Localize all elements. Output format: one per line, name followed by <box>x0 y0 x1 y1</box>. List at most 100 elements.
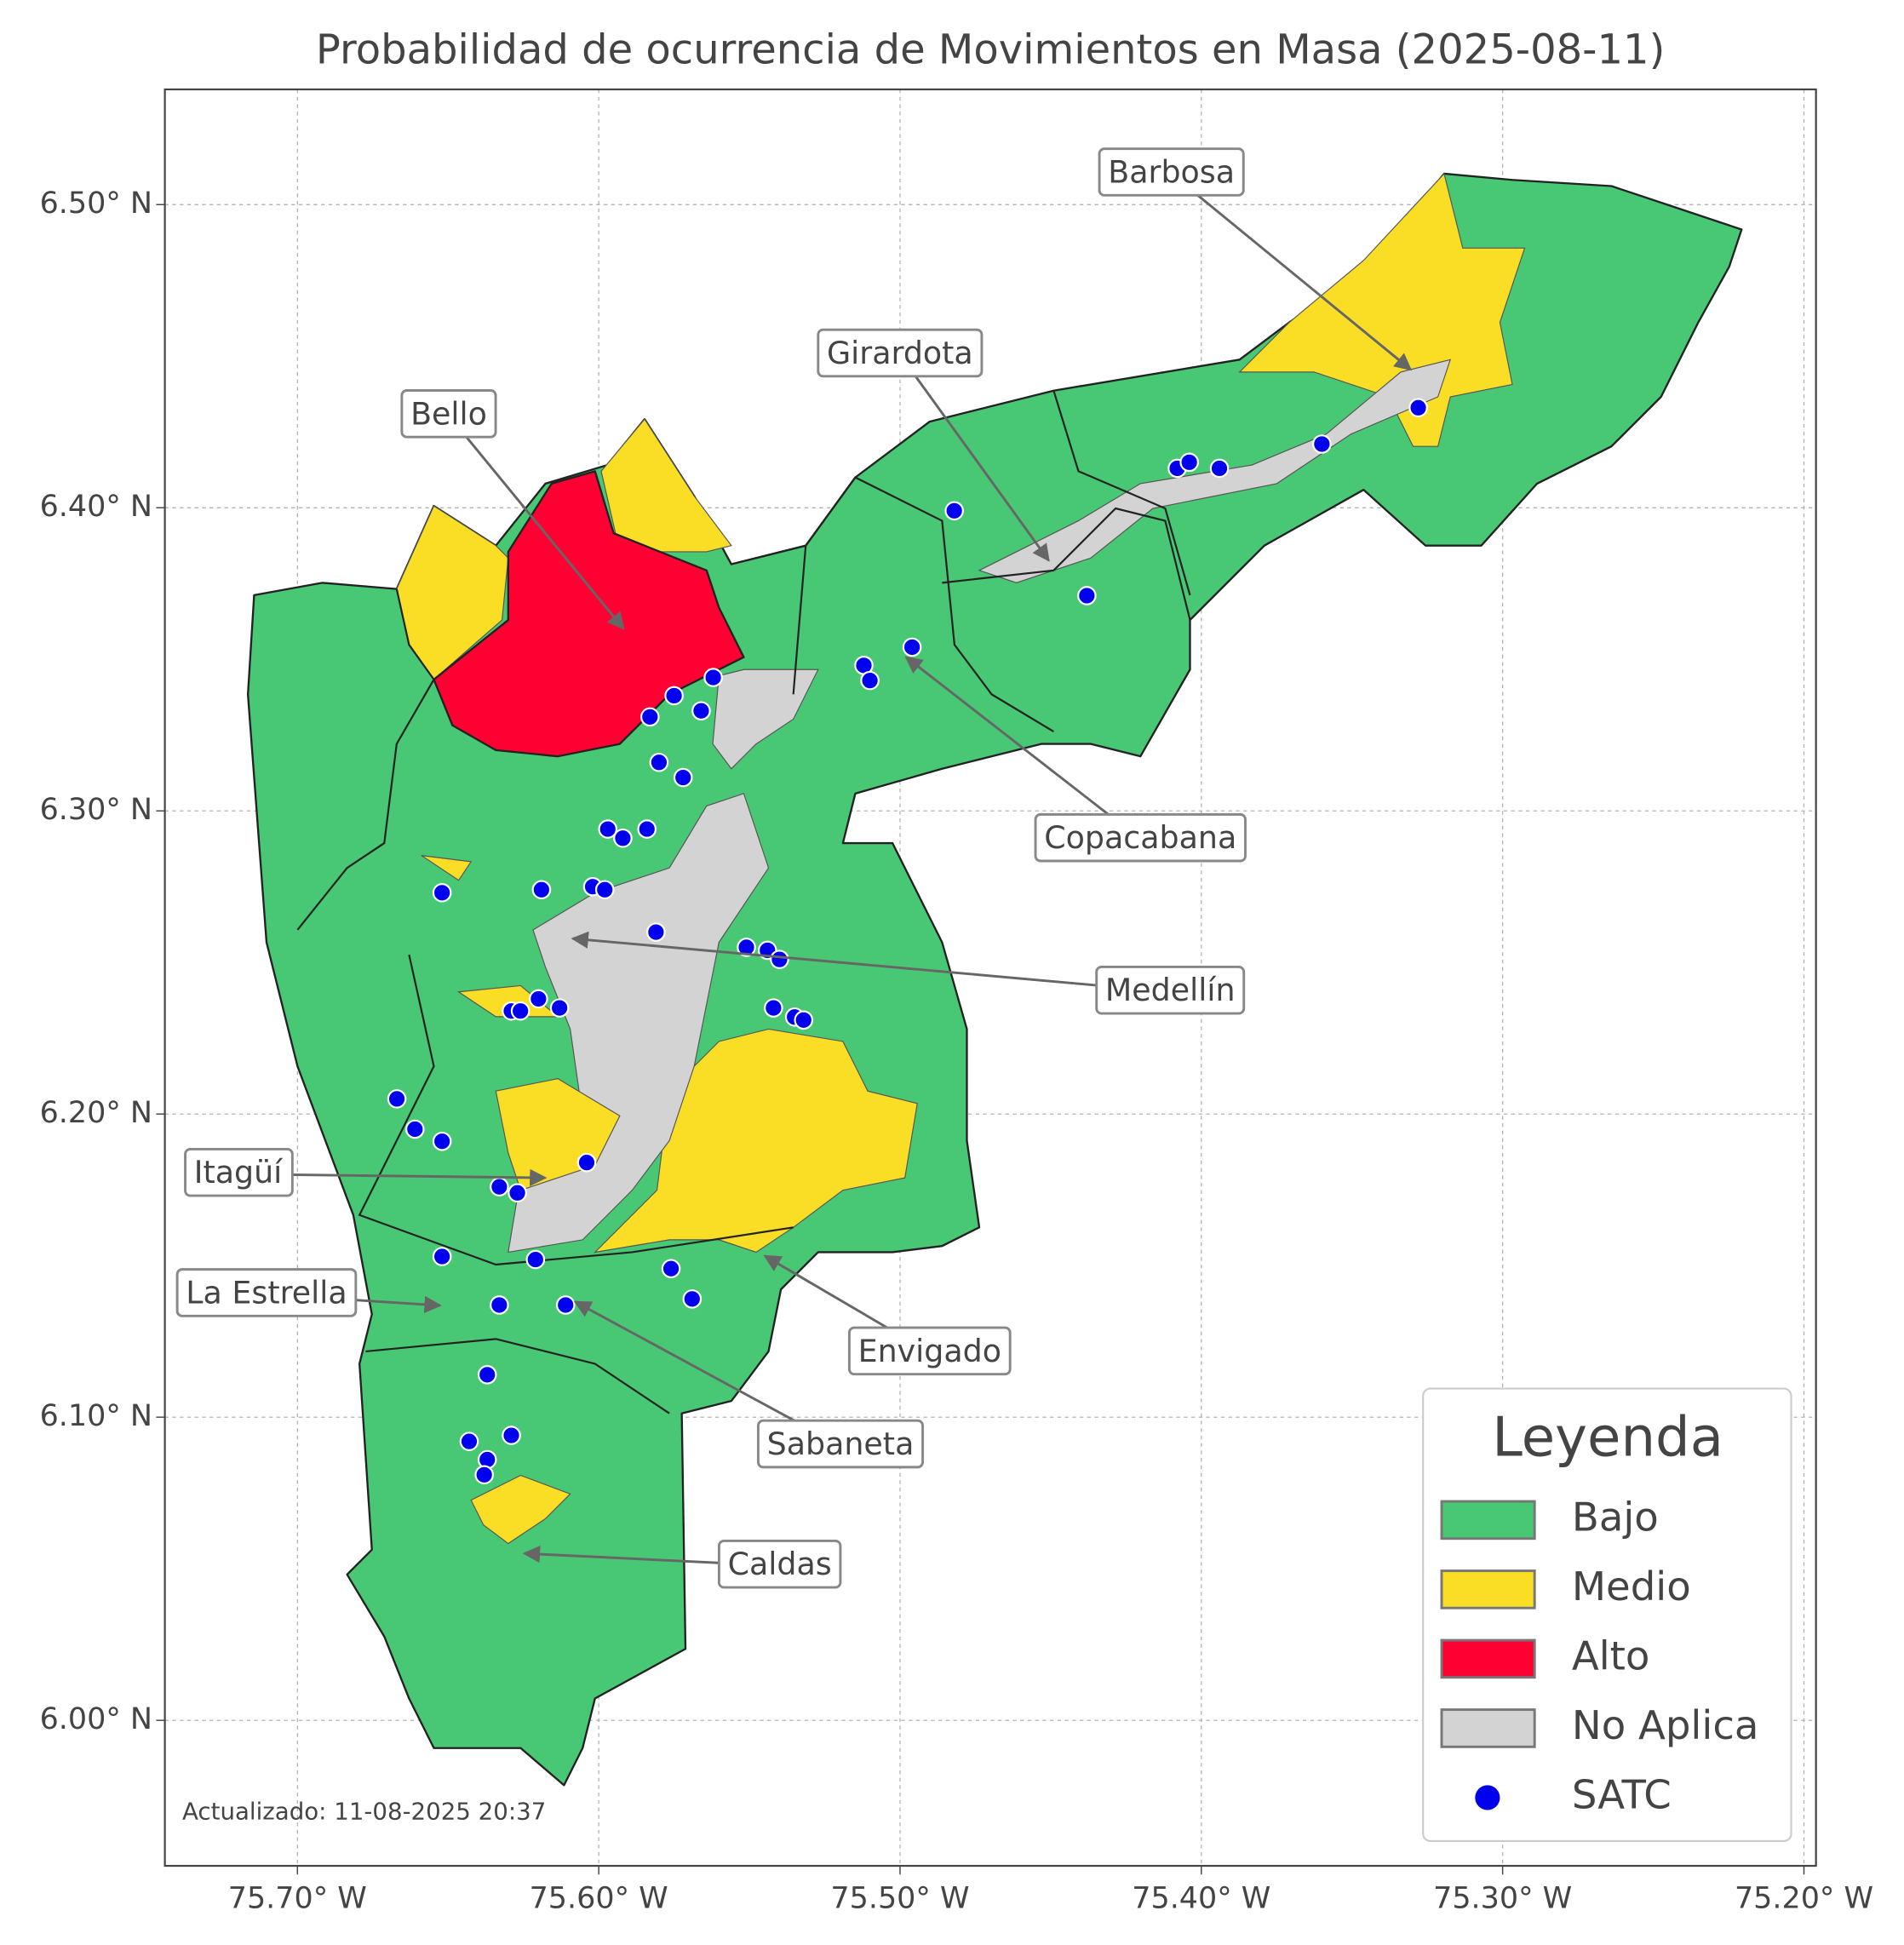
municipal-boundary <box>365 1338 670 1414</box>
annotation-box <box>717 1539 842 1589</box>
satc-station <box>387 1089 407 1109</box>
region-medio <box>600 418 732 553</box>
satc-station <box>405 1119 425 1139</box>
satc-station <box>640 707 660 727</box>
annotation-arrow <box>898 353 1050 562</box>
plot-frame <box>163 88 1817 1868</box>
satc-station <box>1179 452 1199 473</box>
map-title: Probabilidad de ocurrencia de Movimiento… <box>316 26 1665 73</box>
annotation-box <box>817 328 984 378</box>
x-tick-label: 75.60° W <box>530 1881 668 1915</box>
legend-title: Leyenda <box>1492 1406 1723 1469</box>
annotation-label: Sabaneta <box>767 1426 915 1462</box>
satc-station <box>502 1426 521 1445</box>
annotation-box <box>175 1268 358 1317</box>
annotation-label: Bello <box>410 395 487 432</box>
satc-station <box>1077 586 1097 605</box>
legend-swatch <box>1440 1569 1536 1609</box>
satc-station <box>637 819 657 839</box>
satc-station <box>737 938 756 957</box>
legend-swatch <box>1440 1638 1536 1679</box>
satc-station <box>576 1152 597 1173</box>
legend-marker <box>1475 1785 1500 1810</box>
region-alto <box>433 470 745 758</box>
satc-station <box>459 1431 479 1451</box>
x-tick-label: 75.20° W <box>1735 1881 1873 1915</box>
satc-station <box>1408 398 1428 418</box>
legend-swatch <box>1440 1500 1536 1541</box>
region-medio <box>421 855 473 881</box>
annotation-box <box>847 1326 1012 1376</box>
x-tick-label: 75.70° W <box>228 1881 367 1915</box>
municipal-boundary <box>358 954 794 1266</box>
annotation-label: Caldas <box>728 1546 832 1582</box>
municipal-boundary <box>296 588 435 931</box>
satc-station <box>673 767 693 788</box>
y-tick-label: 6.30° N <box>40 793 152 827</box>
annotation-box <box>184 1147 294 1197</box>
annotation-label: Itagüí <box>194 1154 284 1191</box>
satc-station <box>1312 434 1332 454</box>
satc-station <box>508 1183 527 1203</box>
municipal-boundary <box>792 476 1054 732</box>
satc-station <box>529 989 548 1009</box>
y-tick-label: 6.50° N <box>40 186 152 221</box>
x-tick-label: 75.50° W <box>830 1881 969 1915</box>
x-tick-label: 75.40° W <box>1132 1881 1270 1915</box>
satc-station <box>549 998 570 1018</box>
satc-station <box>764 998 783 1018</box>
satc-station <box>613 828 633 848</box>
satc-station <box>649 752 669 772</box>
region-medio <box>470 1474 571 1545</box>
annotation-label: Copacabana <box>1044 819 1236 856</box>
satc-station <box>432 883 452 903</box>
satc-station <box>510 1001 530 1021</box>
satc-station <box>664 686 684 706</box>
annotation-arrow <box>904 656 1142 841</box>
annotation-label: Medellín <box>1105 972 1236 1008</box>
annotation-label: Barbosa <box>1108 153 1235 190</box>
satc-station <box>474 1465 494 1485</box>
annotation-arrow <box>447 414 625 630</box>
satc-station <box>531 880 552 900</box>
annotation-label: Girardota <box>827 335 973 371</box>
y-tick-label: 6.40° N <box>40 490 152 524</box>
satc-station <box>432 1131 452 1151</box>
legend: Leyenda Bajo Medio Alto No Aplica SATC <box>1422 1387 1792 1843</box>
satc-station <box>555 1295 576 1315</box>
annotation-box <box>1034 812 1247 863</box>
satc-station <box>860 670 880 691</box>
satc-station <box>661 1259 681 1279</box>
annotation-box <box>400 389 497 439</box>
legend-label: SATC <box>1572 1771 1672 1817</box>
satc-station <box>525 1249 546 1270</box>
region-no-aplica <box>712 668 819 770</box>
satc-station <box>598 819 618 839</box>
footnote: Actualizado: 11-08-2025 20:37 <box>182 1797 546 1825</box>
y-tick-label: 6.20° N <box>40 1096 152 1130</box>
satc-station <box>1209 458 1230 479</box>
annotation-box <box>1095 965 1246 1015</box>
annotation-box <box>756 1419 925 1469</box>
annotation-box <box>1098 147 1245 197</box>
satc-station <box>682 1289 703 1309</box>
satc-station <box>594 880 615 900</box>
annotation-label: La Estrella <box>186 1274 347 1311</box>
municipal-boundary <box>942 507 1191 621</box>
municipal-boundary <box>1052 390 1191 596</box>
annotation-arrow <box>1170 172 1413 371</box>
satc-station <box>432 1247 452 1266</box>
legend-swatch <box>1440 1708 1536 1748</box>
annotation-label: Envigado <box>858 1333 1001 1369</box>
satc-station <box>770 950 789 969</box>
satc-station <box>703 668 723 687</box>
satc-station <box>944 501 964 521</box>
legend-label: Alto <box>1572 1632 1650 1678</box>
y-tick-label: 6.00° N <box>40 1702 152 1736</box>
legend-label: No Aplica <box>1572 1702 1759 1748</box>
annotation-arrow <box>571 931 1171 994</box>
satc-station <box>902 637 922 657</box>
satc-station <box>490 1177 509 1196</box>
x-tick-label: 75.30° W <box>1433 1881 1572 1915</box>
